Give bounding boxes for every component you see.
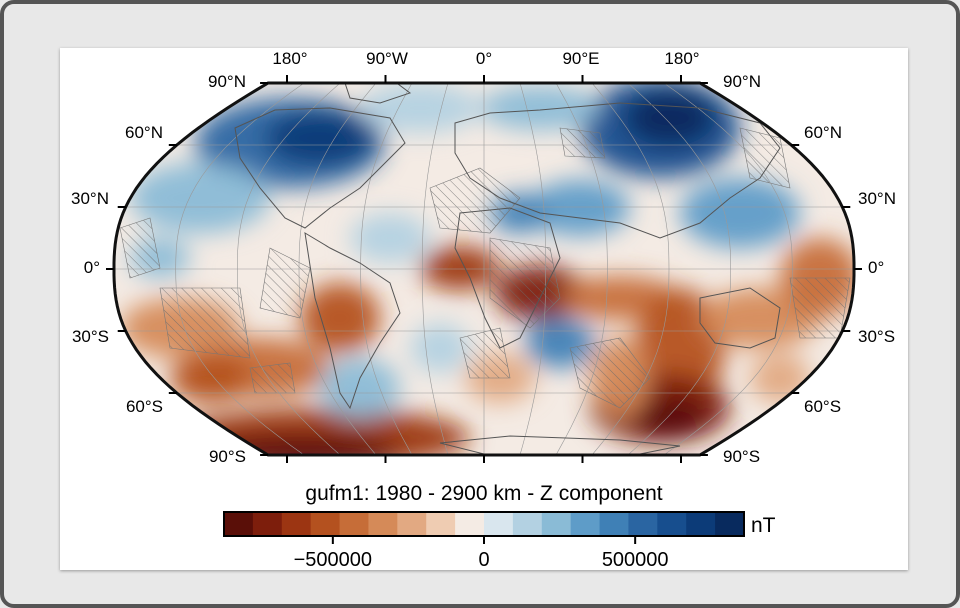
hatched-region — [249, 362, 296, 394]
colorbar-cell — [339, 512, 369, 536]
meridian-line — [519, 83, 547, 455]
meridian-line — [555, 83, 608, 455]
lat-tick-right-90s: 90°S — [723, 447, 760, 466]
coastline-path — [304, 232, 401, 410]
meridian-line — [360, 83, 413, 455]
lat-tick-right-90n: 90°N — [723, 72, 761, 91]
colorbar-cell — [599, 512, 629, 536]
anomaly-blob — [635, 398, 705, 438]
meridian-line — [175, 83, 305, 455]
figure-sheet: 180° 90°W 0° 90°E 180° 90°N 60°N 30°N 0°… — [60, 48, 908, 571]
colorbar-cell — [224, 512, 254, 536]
meridian-line — [421, 83, 449, 455]
latitude-tick-labels-right: 90°N 60°N 30°N 0° 30°S 60°S 90°S — [723, 72, 896, 466]
colorbar-tick-label-zero: 0 — [478, 549, 489, 570]
lat-tick-left-90s: 90°S — [209, 447, 246, 466]
lon-tick-0: 0° — [476, 49, 492, 68]
coastline-path — [454, 207, 561, 349]
lat-tick-right-0: 0° — [868, 258, 884, 277]
hatched-region — [739, 127, 791, 189]
meridian-line — [663, 83, 793, 455]
anomaly-blob — [360, 83, 480, 133]
anomaly-blob — [350, 213, 430, 263]
anomaly-blob — [130, 163, 270, 233]
hatched-region — [119, 217, 161, 279]
colorbar-cell — [686, 512, 716, 536]
colorbar-cell — [281, 512, 312, 536]
hatched-region — [459, 327, 511, 379]
hatched-regions — [119, 127, 851, 409]
lon-tick-180-east: 180° — [664, 49, 699, 68]
colorbar-unit: nT — [751, 514, 776, 537]
colorbar-cell — [397, 512, 427, 536]
figure-title: gufm1: 1980 - 2900 km - Z component — [305, 482, 662, 505]
tick-marks — [106, 75, 862, 463]
anomaly-blob — [750, 353, 810, 403]
anomaly-blob — [410, 323, 470, 373]
field-anomalies — [120, 83, 854, 455]
colorbar-cell — [541, 512, 572, 536]
colorbar-cell — [310, 512, 341, 536]
meridian-line — [298, 83, 377, 455]
lon-tick-90e: 90°E — [562, 49, 599, 68]
lat-tick-right-60s: 60°S — [804, 397, 841, 416]
latitude-tick-labels-left: 90°N 60°N 30°N 0° 30°S 60°S 90°S — [71, 72, 246, 466]
colorbar-cells — [224, 512, 745, 536]
colorbar-cell — [570, 512, 601, 536]
lat-tick-left-90n: 90°N — [208, 72, 246, 91]
hatched-region — [559, 127, 606, 159]
colorbar-cell — [252, 512, 283, 536]
coastline-path — [699, 287, 781, 349]
map-body — [114, 83, 854, 455]
coastline-path — [234, 107, 406, 229]
lat-tick-left-30s: 30°S — [72, 327, 109, 346]
anomaly-blob — [265, 110, 375, 166]
hatched-region — [159, 287, 251, 359]
coastline-path — [439, 435, 681, 455]
anomaly-blob — [530, 180, 630, 236]
anomaly-blob — [300, 283, 380, 353]
anomaly-blob — [320, 358, 400, 418]
colorbar-cell — [455, 512, 485, 536]
colorbar-cell — [628, 512, 658, 536]
colorbar-cell — [426, 512, 456, 536]
map-figure: 180° 90°W 0° 90°E 180° 90°N 60°N 30°N 0°… — [71, 49, 896, 571]
coastline-path — [344, 83, 412, 104]
colorbar-cell — [368, 512, 398, 536]
map-outline — [112, 81, 856, 457]
meridian-line — [627, 83, 732, 455]
lat-tick-left-60n: 60°N — [125, 123, 163, 142]
colorbar-tick-label-pos: 500000 — [602, 549, 669, 570]
anomaly-blob — [625, 90, 715, 146]
coastlines — [234, 83, 781, 455]
anomaly-blob — [680, 178, 800, 248]
colorbar: nT −500000 0 500000 — [223, 511, 776, 571]
colorbar-cell — [484, 512, 514, 536]
lon-tick-90w: 90°W — [366, 49, 408, 68]
coastline-path — [454, 102, 781, 239]
colorbar-tick-label-neg: −500000 — [294, 549, 372, 570]
lat-tick-left-30n: 30°N — [71, 189, 109, 208]
anomaly-blob — [170, 353, 250, 403]
anomaly-blob — [480, 86, 600, 130]
lat-tick-left-0: 0° — [84, 258, 100, 277]
anomaly-blob — [420, 246, 500, 290]
colorbar-ticks — [331, 536, 637, 544]
colorbar-cell — [512, 512, 543, 536]
hatched-region — [429, 167, 521, 234]
lon-tick-180-west: 180° — [272, 49, 307, 68]
lat-tick-right-60n: 60°N — [804, 123, 842, 142]
colorbar-cell — [657, 512, 687, 536]
lat-tick-left-60s: 60°S — [126, 397, 163, 416]
colorbar-cell — [715, 512, 745, 536]
lat-tick-right-30s: 30°S — [858, 327, 895, 346]
graticule-lines — [114, 83, 854, 455]
longitude-tick-labels: 180° 90°W 0° 90°E 180° — [272, 49, 699, 68]
hatched-region — [789, 277, 851, 339]
meridian-line — [591, 83, 670, 455]
lat-tick-right-30n: 30°N — [858, 189, 896, 208]
meridian-line — [236, 83, 341, 455]
hatched-region — [259, 247, 311, 319]
